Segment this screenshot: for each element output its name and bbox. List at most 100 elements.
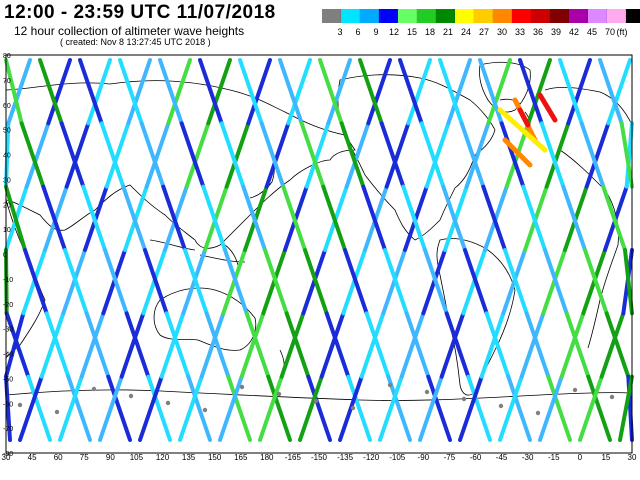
latitude-label: 40 <box>3 153 11 160</box>
latitude-label: -10 <box>3 277 13 284</box>
altimeter-track-segment <box>146 374 172 442</box>
altimeter-track-segment <box>566 58 592 126</box>
longitude-label: 105 <box>130 453 144 462</box>
altimeter-track-segment <box>164 311 191 379</box>
legend-swatch <box>436 9 455 23</box>
altimeter-track-segment <box>26 374 52 442</box>
legend-label: 30 <box>496 27 508 37</box>
altimeter-track-segment <box>24 121 51 189</box>
altimeter-track-segment <box>238 58 264 126</box>
altimeter-track-segment <box>558 58 584 126</box>
altimeter-track-segment <box>63 248 89 316</box>
longitude-label: 120 <box>156 453 170 462</box>
altimeter-track-segment <box>399 311 426 379</box>
low-wave-point <box>498 403 504 409</box>
low-wave-point <box>17 402 23 408</box>
altimeter-track-segment <box>106 374 132 442</box>
altimeter-track-segment <box>478 58 504 126</box>
altimeter-track-segment <box>138 374 164 442</box>
altimeter-track-segment <box>98 374 124 442</box>
low-wave-point <box>350 405 356 411</box>
altimeter-track-segment <box>79 311 106 379</box>
legend-swatch <box>417 9 436 23</box>
altimeter-track-segment <box>99 121 126 189</box>
legend-label: 45 <box>586 27 598 37</box>
longitude-label: 150 <box>208 453 222 462</box>
altimeter-track-segment <box>359 311 386 379</box>
altimeter-track-segment <box>144 121 171 189</box>
legend-label: 12 <box>388 27 400 37</box>
altimeter-track-segment <box>118 58 144 126</box>
altimeter-track-segment <box>584 121 611 189</box>
legend-swatch <box>531 9 550 23</box>
altimeter-track-segment <box>58 374 84 442</box>
altimeter-track-segment <box>379 121 406 189</box>
altimeter-track-segment <box>539 121 566 189</box>
altimeter-track-segment <box>161 184 187 252</box>
altimeter-track-segment <box>4 58 24 126</box>
longitude-label: 135 <box>182 453 196 462</box>
altimeter-track-segment <box>543 248 569 316</box>
altimeter-track-segment <box>303 248 329 316</box>
altimeter-track-segment <box>279 311 306 379</box>
altimeter-track-segment <box>479 311 506 379</box>
altimeter-track-segment <box>18 374 44 442</box>
altimeter-track-segment <box>59 121 86 189</box>
altimeter-track-segment <box>481 184 507 252</box>
legend-label: 9 <box>373 27 379 37</box>
legend-swatch <box>379 9 398 23</box>
altimeter-track-segment <box>204 311 231 379</box>
low-wave-point <box>54 409 60 415</box>
altimeter-track-segment <box>321 184 347 252</box>
longitude-label: 90 <box>106 453 115 462</box>
altimeter-track-segment <box>586 374 612 442</box>
altimeter-track-segment <box>463 248 489 316</box>
low-wave-point <box>165 400 171 406</box>
altimeter-track-segment <box>439 311 466 379</box>
longitude-label: 0 <box>578 453 583 462</box>
altimeter-track-segment <box>458 374 484 442</box>
latitude-label: 50 <box>3 128 11 135</box>
altimeter-track-segment <box>224 121 251 189</box>
legend-label: 3 <box>337 27 343 37</box>
legend-label: 24 <box>460 27 472 37</box>
longitude-label: -90 <box>418 453 430 462</box>
legend-swatch <box>322 9 341 23</box>
altimeter-track-segment <box>526 58 552 126</box>
low-wave-point <box>535 410 541 416</box>
low-wave-point <box>609 394 615 400</box>
altimeter-track-segment <box>503 248 529 316</box>
altimeter-track-segment <box>559 311 586 379</box>
altimeter-track-segment <box>383 248 409 316</box>
longitude-label: 30 <box>2 453 11 462</box>
longitude-label: -15 <box>548 453 560 462</box>
legend-swatch <box>588 9 607 23</box>
latitude-label: 10 <box>3 227 11 234</box>
altimeter-track-segment <box>518 58 544 126</box>
altimeter-track-segment <box>506 374 532 442</box>
latitude-label: -40 <box>3 352 13 359</box>
altimeter-track-segment <box>264 121 291 189</box>
low-wave-point <box>424 389 430 395</box>
altimeter-track-segment <box>246 58 272 126</box>
legend-label: 33 <box>514 27 526 37</box>
legend-label: 39 <box>550 27 562 37</box>
altimeter-track-segment <box>424 121 451 189</box>
altimeter-track-segment <box>124 311 151 379</box>
altimeter-track-segment <box>286 58 312 126</box>
longitude-label: 60 <box>54 453 63 462</box>
low-wave-point <box>572 387 578 393</box>
color-legend: 3 6 9 12 15 18 21 24 27 30 33 36 39 42 45 70 (ft) <box>322 9 640 37</box>
altimeter-track-segment <box>86 58 112 126</box>
legend-swatch <box>455 9 474 23</box>
altimeter-track-segment <box>459 121 486 189</box>
altimeter-track-segment <box>361 184 387 252</box>
altimeter-track-segment <box>624 121 634 189</box>
latitude-label: 30 <box>3 177 11 184</box>
altimeter-track-segment <box>4 374 12 442</box>
longitude-label: 75 <box>80 453 89 462</box>
altimeter-track-segment <box>486 58 512 126</box>
altimeter-track-segment <box>104 121 131 189</box>
altimeter-track-segment <box>199 311 226 379</box>
